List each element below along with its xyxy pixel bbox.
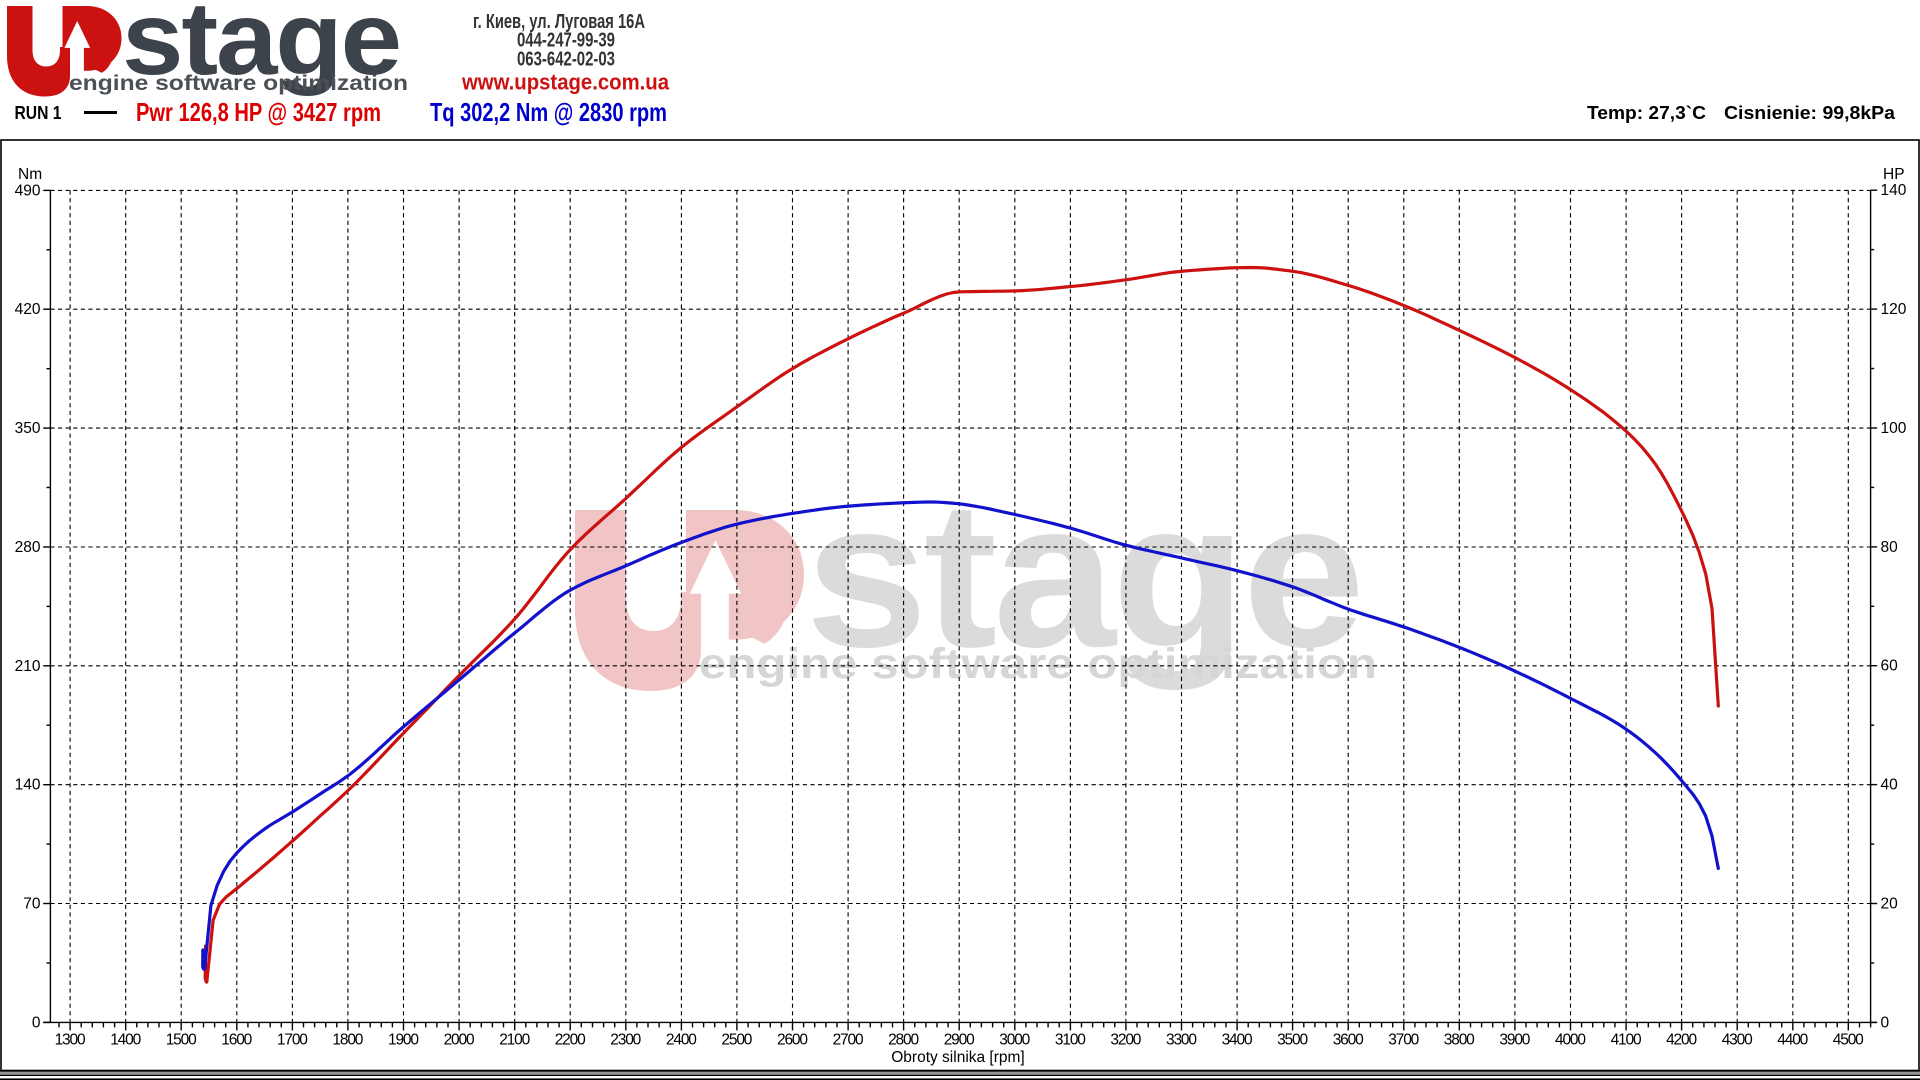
svg-text:Cisnienie: 99,8kPa: Cisnienie: 99,8kPa (1724, 102, 1896, 123)
svg-text:4400: 4400 (1777, 1032, 1808, 1049)
svg-text:HP: HP (1883, 166, 1905, 183)
svg-text:engine software optimization: engine software optimization (69, 71, 408, 95)
svg-text:120: 120 (1881, 301, 1907, 318)
svg-text:2700: 2700 (833, 1032, 864, 1049)
svg-text:2100: 2100 (499, 1032, 530, 1049)
svg-text:4000: 4000 (1555, 1032, 1586, 1049)
svg-text:1300: 1300 (55, 1032, 86, 1049)
svg-text:063-642-02-03: 063-642-02-03 (517, 49, 615, 71)
svg-text:3100: 3100 (1055, 1032, 1086, 1049)
svg-text:Temp: 27,3`C: Temp: 27,3`C (1587, 102, 1706, 123)
svg-text:20: 20 (1881, 896, 1899, 913)
svg-text:2900: 2900 (944, 1032, 975, 1049)
svg-text:3600: 3600 (1333, 1032, 1364, 1049)
svg-text:4100: 4100 (1611, 1032, 1642, 1049)
svg-text:1400: 1400 (110, 1032, 141, 1049)
svg-text:2600: 2600 (777, 1032, 808, 1049)
svg-text:Pwr 126,8 HP @ 3427 rpm: Pwr 126,8 HP @ 3427 rpm (136, 97, 381, 127)
svg-text:2000: 2000 (444, 1032, 475, 1049)
svg-text:4500: 4500 (1833, 1032, 1864, 1049)
svg-text:0: 0 (32, 1014, 41, 1031)
svg-text:80: 80 (1881, 539, 1899, 556)
svg-text:2400: 2400 (666, 1032, 697, 1049)
svg-text:210: 210 (15, 658, 41, 675)
svg-text:044-247-99-39: 044-247-99-39 (517, 30, 615, 52)
svg-text:140: 140 (15, 777, 41, 794)
svg-text:3900: 3900 (1499, 1032, 1530, 1049)
svg-text:www.upstage.com.ua: www.upstage.com.ua (461, 70, 670, 95)
svg-text:3400: 3400 (1222, 1032, 1253, 1049)
svg-text:3200: 3200 (1110, 1032, 1141, 1049)
svg-text:2200: 2200 (555, 1032, 586, 1049)
svg-text:280: 280 (15, 539, 41, 556)
svg-text:3500: 3500 (1277, 1032, 1308, 1049)
svg-text:3800: 3800 (1444, 1032, 1475, 1049)
svg-text:stage: stage (805, 459, 1361, 691)
svg-text:4200: 4200 (1666, 1032, 1697, 1049)
svg-text:3300: 3300 (1166, 1032, 1197, 1049)
svg-text:1600: 1600 (221, 1032, 252, 1049)
svg-text:1900: 1900 (388, 1032, 419, 1049)
svg-text:70: 70 (23, 896, 41, 913)
svg-text:60: 60 (1881, 658, 1899, 675)
svg-text:2300: 2300 (610, 1032, 641, 1049)
svg-text:2800: 2800 (888, 1032, 919, 1049)
svg-text:350: 350 (15, 420, 41, 437)
svg-text:100: 100 (1881, 420, 1907, 437)
svg-text:stage: stage (122, 0, 400, 97)
svg-text:engine software optimization: engine software optimization (699, 640, 1377, 688)
svg-text:г. Киев, ул. Луговая 16А: г. Киев, ул. Луговая 16А (473, 11, 645, 33)
svg-text:3700: 3700 (1388, 1032, 1419, 1049)
svg-text:140: 140 (1881, 182, 1907, 199)
svg-text:Tq 302,2 Nm @ 2830 rpm: Tq 302,2 Nm @ 2830 rpm (430, 97, 667, 127)
svg-text:420: 420 (15, 301, 41, 318)
svg-text:4300: 4300 (1722, 1032, 1753, 1049)
svg-text:1700: 1700 (277, 1032, 308, 1049)
svg-text:3000: 3000 (999, 1032, 1030, 1049)
svg-text:RUN 1: RUN 1 (15, 102, 62, 123)
svg-text:1800: 1800 (332, 1032, 363, 1049)
svg-text:1500: 1500 (166, 1032, 197, 1049)
svg-text:40: 40 (1881, 777, 1899, 794)
svg-text:0: 0 (1881, 1014, 1890, 1031)
svg-text:490: 490 (15, 182, 41, 199)
svg-text:2500: 2500 (721, 1032, 752, 1049)
svg-text:Obroty silnika [rpm]: Obroty silnika [rpm] (891, 1049, 1025, 1066)
svg-text:Nm: Nm (18, 166, 42, 183)
